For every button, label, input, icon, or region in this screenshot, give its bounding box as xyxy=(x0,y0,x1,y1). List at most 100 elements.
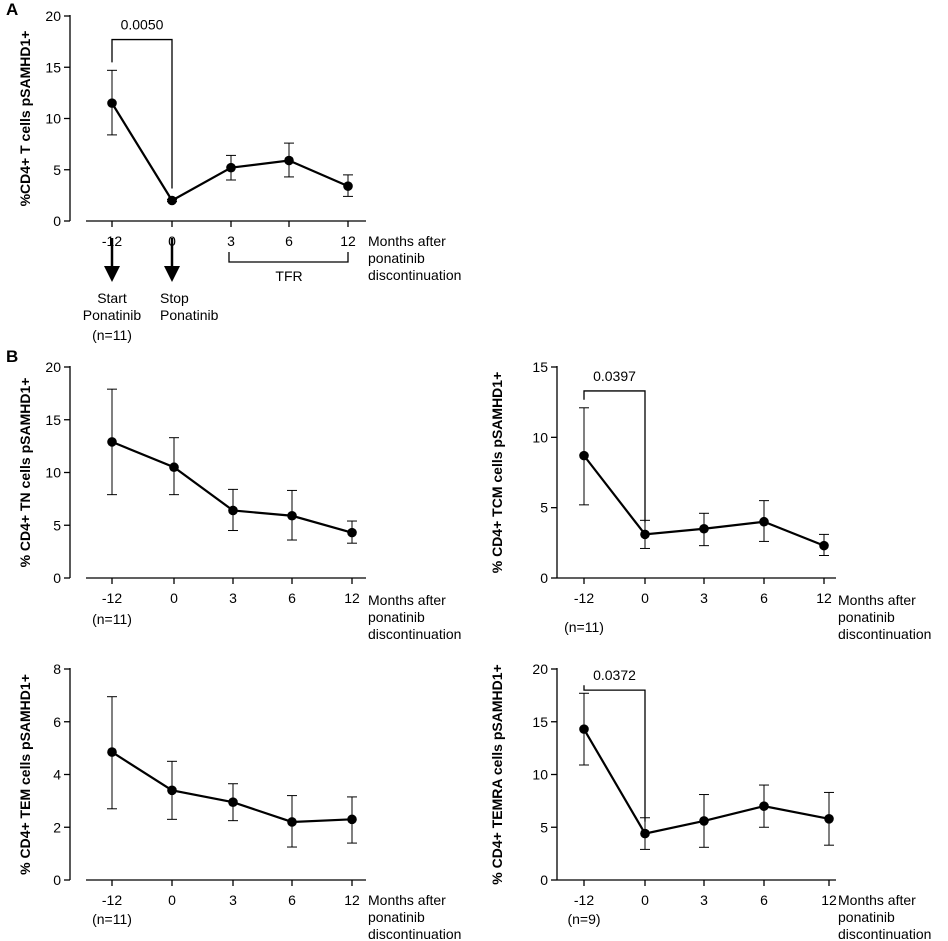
x-axis-title-b4: discontinuation xyxy=(838,926,931,941)
x-tick-label-b4: 12 xyxy=(821,892,837,908)
y-tick-label-b3: 2 xyxy=(53,819,61,835)
y-tick-label-a: 0 xyxy=(53,213,61,229)
significance-bracket-b4 xyxy=(583,685,646,822)
y-tick-label-b1: 15 xyxy=(45,412,61,428)
data-point-b3 xyxy=(228,797,238,807)
data-point-b3 xyxy=(347,814,357,825)
x-tick-label-b4: -12 xyxy=(574,892,594,908)
x-axis-title-b4: Months after xyxy=(838,892,916,908)
significance-bracket-a xyxy=(111,38,173,189)
y-axis-title-a: %CD4+ T cells pSAMHD1+ xyxy=(17,31,33,207)
x-tick-label-a: 12 xyxy=(340,233,356,249)
series-line-b1 xyxy=(111,440,353,534)
y-tick-label-b2: 15 xyxy=(532,359,548,375)
y-tick-label-b1: 0 xyxy=(53,570,61,586)
x-tick-label-b1: 12 xyxy=(344,590,360,606)
data-point-b1 xyxy=(347,527,357,538)
x-axis-title-b1: discontinuation xyxy=(368,626,461,642)
tfr-bracket xyxy=(228,252,349,263)
y-tick-label-b4: 0 xyxy=(540,872,548,888)
x-axis-title-b2: ponatinib xyxy=(838,609,895,625)
data-point-b3 xyxy=(287,817,297,827)
x-axis-title-a: ponatinib xyxy=(368,250,425,266)
y-tick-label-b1: 20 xyxy=(45,359,61,375)
y-tick-label-b3: 8 xyxy=(53,661,61,677)
x-tick-label-b2: 0 xyxy=(641,590,649,606)
x-axis-title-b1: ponatinib xyxy=(368,609,425,625)
data-point-b1 xyxy=(169,462,179,473)
data-point-b2 xyxy=(640,529,650,540)
series-line-b3 xyxy=(111,751,353,824)
n-label-b4: (n=9) xyxy=(567,911,600,927)
y-tick-label-b1: 10 xyxy=(45,465,61,481)
x-tick-label-b4: 0 xyxy=(641,892,649,908)
x-tick-label-b3: 0 xyxy=(168,892,176,908)
data-point-a xyxy=(167,195,177,206)
x-tick-label-b2: 12 xyxy=(816,590,832,606)
x-tick-label-b3: -12 xyxy=(102,892,122,908)
y-tick-label-b4: 5 xyxy=(540,819,548,835)
x-tick-label-b1: 6 xyxy=(288,590,296,606)
stop-label-line2: Ponatinib xyxy=(160,307,219,323)
x-axis-title-b4: ponatinib xyxy=(838,909,895,925)
x-tick-label-b4: 6 xyxy=(760,892,768,908)
y-tick-label-a: 15 xyxy=(45,59,61,75)
x-axis-title-b3: ponatinib xyxy=(368,909,425,925)
data-point-a xyxy=(226,162,236,173)
y-axis-title-b3: % CD4+ TEM cells pSAMHD1+ xyxy=(17,674,33,875)
y-tick-label-b3: 6 xyxy=(53,714,61,730)
panel-label-b: B xyxy=(6,347,18,366)
y-axis-title-b2: % CD4+ TCM cells pSAMHD1+ xyxy=(489,372,505,574)
data-point-a xyxy=(284,155,294,166)
stop-arrow-head-icon xyxy=(164,266,180,282)
p-value-label-b2: 0.0397 xyxy=(593,368,636,384)
tfr-label: TFR xyxy=(275,268,302,284)
data-point-b1 xyxy=(107,437,117,447)
x-tick-label-a: 6 xyxy=(285,233,293,249)
chart-b1: 0 5 10 15 20 -12 0 3 6 12 Months afterponatinibdis… xyxy=(17,359,461,642)
n-label-a: (n=11) xyxy=(92,327,132,343)
start-label-line2: Ponatinib xyxy=(83,307,142,323)
data-point-a xyxy=(107,98,117,108)
significance-bracket-b2 xyxy=(583,390,646,523)
x-tick-label-b1: 0 xyxy=(170,590,178,606)
series-line-a xyxy=(111,102,349,202)
data-point-b4 xyxy=(699,816,709,826)
y-tick-label-b3: 4 xyxy=(53,767,61,783)
x-axis-title-b3: Months after xyxy=(368,892,446,908)
y-tick-label-a: 5 xyxy=(53,162,61,178)
data-point-b4 xyxy=(824,814,834,824)
y-tick-label-a: 10 xyxy=(45,111,61,127)
x-tick-label-b1: -12 xyxy=(102,590,122,606)
panel-label-a: A xyxy=(6,0,18,19)
panel-a-annotations: Start Ponatinib Stop Ponatinib TFR xyxy=(83,238,349,323)
data-point-b1 xyxy=(228,505,238,516)
data-point-b3 xyxy=(107,747,117,757)
n-label-b3: (n=11) xyxy=(92,911,132,927)
x-tick-label-b2: -12 xyxy=(574,590,594,606)
data-point-b2 xyxy=(699,523,709,534)
y-tick-label-b4: 15 xyxy=(532,714,548,730)
chart-b2: 0 5 10 15 -12 0 3 6 12 Months afterponatinibdisco… xyxy=(489,359,931,642)
y-axis-title-b4: % CD4+ TEMRA cells pSAMHD1+ xyxy=(489,664,505,884)
start-arrow-head-icon xyxy=(104,266,120,282)
data-point-b4 xyxy=(579,724,589,734)
n-label-b1: (n=11) xyxy=(92,611,132,627)
x-tick-label-b2: 6 xyxy=(760,590,768,606)
x-axis-title-a: discontinuation xyxy=(368,267,461,283)
x-tick-label-b3: 3 xyxy=(229,892,237,908)
chart-b4: 0 5 10 15 20 -12 0 3 6 12 Months afterponatinibdis… xyxy=(489,661,931,941)
y-tick-label-b3: 0 xyxy=(53,872,61,888)
data-point-b3 xyxy=(167,785,177,796)
y-axis-title-b1: % CD4+ TN cells pSAMHD1+ xyxy=(17,378,33,568)
y-tick-label-b2: 0 xyxy=(540,570,548,586)
x-tick-label-b2: 3 xyxy=(700,590,708,606)
x-tick-label-b3: 12 xyxy=(344,892,360,908)
x-tick-label-b3: 6 xyxy=(288,892,296,908)
data-point-b2 xyxy=(819,540,829,551)
data-point-b4 xyxy=(759,801,769,811)
y-tick-label-b4: 20 xyxy=(532,661,548,677)
stop-label-line1: Stop xyxy=(160,290,189,306)
data-point-b2 xyxy=(579,450,589,461)
